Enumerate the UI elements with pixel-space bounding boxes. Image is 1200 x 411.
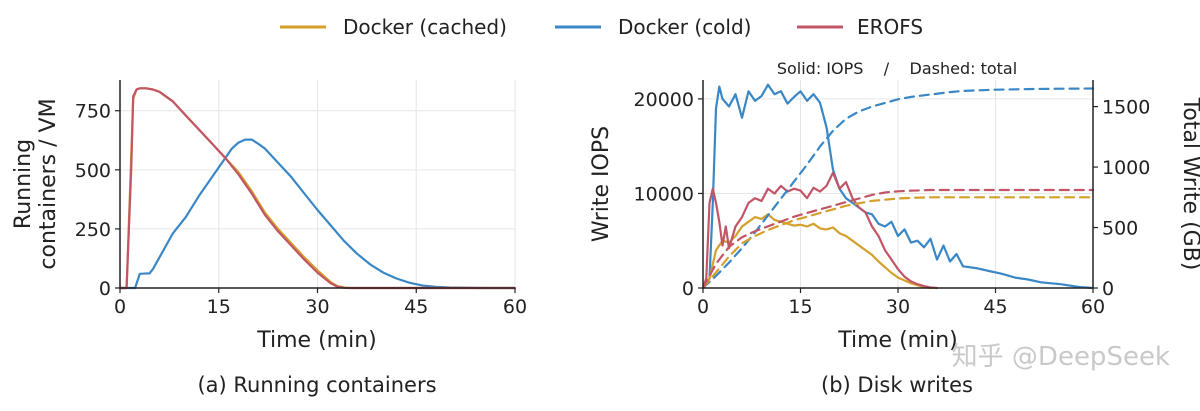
y-tick-label: 20000 [634, 89, 694, 111]
chart-a-grid [119, 80, 516, 289]
series-line-docker-cached-solid [701, 213, 932, 290]
x-tick-label: 45 [404, 296, 428, 318]
series-line-docker-cached-dashed [701, 196, 1095, 290]
watermark: 知乎 @DeepSeek [952, 342, 1170, 372]
x-tick-label: 0 [114, 296, 126, 318]
legend-label-cached: Docker (cached) [343, 15, 507, 39]
chart-b-ylabel-right: Total Write (GB) [1178, 97, 1200, 271]
chart-b-grid [702, 80, 1094, 289]
chart-b-ylabel: Write IOPS [589, 126, 614, 242]
x-tick-label: 45 [983, 296, 1007, 318]
y-tick-label: 750 [75, 101, 111, 123]
x-tick-label: 15 [207, 296, 231, 318]
legend: Docker (cached) Docker (cold) EROFS [280, 15, 923, 39]
chart-b-series [701, 83, 1095, 290]
chart-b: Solid: IOPS / Dashed: total 0 15 30 45 60 0 1… [589, 59, 1200, 397]
chart-b-xlabel: Time (min) [837, 328, 958, 353]
y-tick-label: 10000 [634, 183, 694, 205]
chart-a-ylabel-line1: Running [11, 139, 36, 229]
series-line-erofs-dashed [701, 188, 1095, 290]
chart-a-caption: (a) Running containers [197, 373, 436, 397]
series-line-docker-cold-dashed [701, 87, 1095, 290]
chart-a-series [118, 87, 517, 290]
series-line-docker-cold-solid [701, 83, 1095, 290]
chart-b-caption: (b) Disk writes [821, 373, 973, 397]
x-tick-label: 60 [1081, 296, 1105, 318]
y-right-tick-label: 1500 [1102, 97, 1150, 119]
x-tick-label: 15 [788, 296, 812, 318]
chart-b-y-ticks-right: 0 500 1000 1500 [1093, 97, 1150, 300]
chart-b-x-ticks: 0 15 30 45 60 [697, 288, 1105, 318]
chart-b-y-ticks-left: 0 10000 20000 [634, 89, 703, 300]
y-tick-label: 0 [682, 278, 694, 300]
x-tick-label: 60 [503, 296, 527, 318]
y-tick-label: 500 [75, 160, 111, 182]
chart-a-y-ticks: 0 250 500 750 [75, 101, 120, 300]
y-tick-label: 250 [75, 219, 111, 241]
x-tick-label: 30 [886, 296, 910, 318]
legend-label-cold: Docker (cold) [618, 15, 751, 39]
chart-a-x-ticks: 0 15 30 45 60 [114, 288, 527, 318]
chart-a-ylabel-line2: containers / VM [36, 98, 61, 269]
series-line-docker-cold [118, 138, 517, 290]
series-line-erofs-solid [701, 171, 939, 290]
y-right-tick-label: 0 [1102, 278, 1114, 300]
y-right-tick-label: 500 [1102, 218, 1138, 240]
y-right-tick-label: 1000 [1102, 157, 1150, 179]
y-tick-label: 0 [99, 278, 111, 300]
chart-b-subtitle: Solid: IOPS / Dashed: total [777, 59, 1017, 78]
chart-a-xlabel: Time (min) [256, 328, 377, 353]
legend-label-erofs: EROFS [857, 15, 923, 39]
series-line-erofs [118, 87, 517, 290]
x-tick-label: 0 [697, 296, 709, 318]
x-tick-label: 30 [305, 296, 329, 318]
